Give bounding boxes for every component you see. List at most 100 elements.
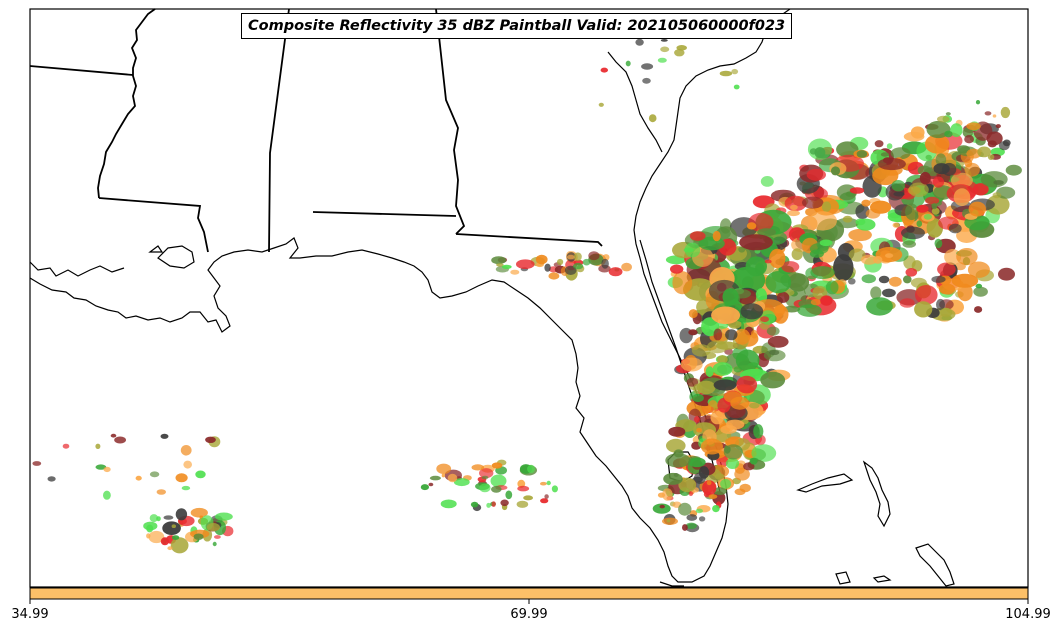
paintball-blob (716, 355, 728, 364)
paintball-blob (849, 187, 865, 194)
paintball-blob (764, 259, 772, 264)
paintball-blob (757, 228, 777, 237)
paintball-blob (688, 457, 706, 468)
paintball-blob (706, 480, 712, 486)
paintball-blob (447, 473, 458, 483)
paintball-blob (797, 304, 822, 317)
paintball-blob (491, 501, 496, 507)
paintball-blob (720, 425, 737, 434)
paintball-blob (717, 397, 731, 413)
paintball-blob (696, 427, 703, 433)
paintball-blob (905, 203, 919, 221)
paintball-blob (733, 366, 743, 373)
paintball-blob (950, 172, 973, 189)
paintball-blob (557, 258, 564, 266)
state-line-ms-south (98, 197, 209, 253)
paintball-blob (924, 134, 950, 154)
paintball-blob (882, 288, 896, 298)
paintball-blob (135, 475, 142, 481)
paintball-blob (974, 306, 983, 313)
state-line-al-fl (312, 211, 457, 217)
paintball-blob (880, 152, 890, 157)
paintball-blob (491, 256, 507, 265)
paintball-blob (870, 286, 882, 300)
paintball-blob (950, 123, 963, 137)
paintball-blob (776, 291, 790, 303)
paintball-blob (810, 266, 835, 280)
paintball-blob (736, 375, 758, 394)
paintball-blob (964, 135, 974, 144)
paintball-blob (743, 462, 755, 471)
paintball-blob (691, 344, 711, 357)
paintball-blob (527, 464, 536, 474)
paintball-blob (980, 171, 1008, 188)
paintball-blob (175, 508, 188, 521)
paintball-blob (735, 349, 760, 372)
paintball-blob (546, 480, 551, 486)
paintball-blob (713, 379, 737, 391)
paintball-blob (791, 248, 803, 261)
paintball-blob (148, 530, 165, 544)
paintball-blob (808, 211, 837, 231)
paintball-blob (95, 443, 101, 449)
bahamas-small-1 (835, 571, 851, 585)
paintball-blob (657, 57, 667, 63)
paintball-blob (719, 70, 733, 77)
paintball-blob (156, 489, 166, 495)
paintball-blob (702, 324, 710, 333)
paintball-blob (540, 498, 549, 504)
paintball-blob (966, 122, 981, 131)
paintball-blob (160, 433, 169, 439)
paintball-blob (910, 126, 925, 139)
paintball-blob (648, 114, 657, 123)
paintball-blob (700, 438, 724, 455)
paintball-blob (668, 426, 686, 437)
paintball-blob (964, 162, 980, 177)
map-background (30, 9, 1028, 587)
paintball-blob (544, 263, 551, 272)
paintball-blob (932, 176, 945, 188)
paintball-blob (713, 328, 723, 341)
paintball-blob (944, 130, 953, 138)
paintball-blob (625, 60, 631, 67)
paintball-blob (903, 275, 912, 284)
paintball-blob (688, 329, 698, 336)
paintball-blob (510, 269, 520, 275)
paintball-blob (931, 275, 946, 283)
paintball-blob (956, 248, 978, 266)
colorbar (29, 587, 1029, 600)
paintball-blob (32, 461, 42, 466)
paintball-blob (714, 473, 725, 480)
paintball-blob (682, 524, 688, 531)
paintball-blob (855, 204, 870, 220)
paintball-blob (190, 507, 208, 518)
paintball-blob (848, 228, 872, 242)
paintball-blob (689, 231, 706, 241)
paintball-blob (540, 481, 547, 486)
paintball-blob (156, 516, 161, 522)
paintball-blob (733, 84, 740, 90)
paintball-blob (848, 278, 856, 285)
paintball-blob (103, 490, 111, 500)
paintball-blob (855, 218, 866, 226)
state-line-fl-ga (455, 233, 603, 247)
paintball-blob (806, 168, 826, 181)
paintball-blob (470, 501, 479, 508)
paintball-blob (984, 111, 992, 116)
paintball-blob (453, 478, 470, 487)
paintball-blob (193, 533, 204, 540)
paintball-blob (856, 150, 868, 158)
paintball-blob (429, 475, 441, 481)
paintball-blob (914, 301, 933, 318)
paintball-blob (941, 162, 957, 176)
paintball-blob (582, 258, 591, 266)
paintball-blob (720, 478, 732, 489)
paintball-blob (114, 436, 126, 444)
paintball-blob (678, 477, 697, 493)
paintball-blob (688, 309, 698, 319)
paintball-blob (1005, 164, 1022, 176)
paintball-blob (490, 474, 507, 488)
paintball-blob (893, 191, 905, 197)
paintball-blob (171, 524, 176, 528)
